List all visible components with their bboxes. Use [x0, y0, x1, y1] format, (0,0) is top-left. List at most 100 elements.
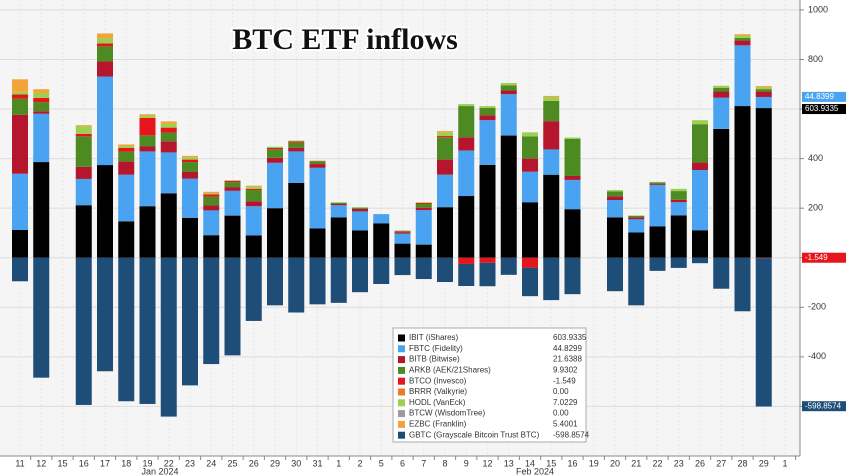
bar-segment [437, 137, 453, 160]
bar-segment [245, 257, 262, 321]
bar-segment [437, 257, 453, 283]
bar-segment [522, 136, 538, 159]
bar-segment [309, 164, 326, 168]
x-tick-label: 6 [400, 458, 405, 468]
x-tick-label: 23 [185, 458, 195, 468]
legend-label: BTCO (Invesco) [409, 376, 467, 385]
legend-label: HODL (VanEck) [409, 398, 466, 407]
bar-segment [415, 210, 432, 245]
legend-label: GBTC (Grayscale Bitcoin Trust BTC) [409, 430, 540, 439]
bar-segment [75, 205, 92, 258]
bar-segment [33, 102, 50, 112]
bar-segment [458, 106, 475, 138]
bar-segment [97, 76, 113, 166]
bar-segment [12, 94, 28, 99]
bar-segment [203, 193, 220, 195]
bar-segment [713, 97, 730, 129]
bar-segment [437, 131, 453, 133]
bar-segment [437, 132, 453, 137]
bar-segment [160, 152, 177, 194]
bar-segment [755, 89, 772, 92]
bar-segment [692, 120, 708, 125]
bar-segment [522, 158, 538, 172]
bar-segment [288, 141, 305, 143]
bar-segment [352, 211, 368, 231]
bar-segment [415, 207, 432, 211]
legend-swatch [398, 388, 405, 396]
bar-segment [500, 83, 517, 86]
bar-segment [373, 223, 390, 258]
bar-segment [415, 202, 432, 204]
x-tick-label: 23 [674, 458, 684, 468]
bar-segment [734, 106, 751, 258]
legend-label: EZBC (Franklin) [409, 420, 467, 429]
bar-segment [394, 243, 411, 258]
bar-segment [479, 262, 496, 287]
bar-segment [12, 79, 28, 92]
bar-segment [33, 92, 50, 98]
bar-segment [713, 257, 730, 289]
bar-segment [500, 90, 517, 95]
bar-segment [628, 215, 645, 218]
bar-segment [139, 146, 156, 152]
bar-segment [352, 208, 368, 212]
bar-segment [75, 125, 92, 127]
bar-segment [330, 205, 347, 218]
x-tick-label: 28 [737, 458, 747, 468]
bar-segment [267, 208, 283, 258]
bar-segment [734, 37, 751, 41]
bar-segment [628, 219, 645, 233]
bar-segment [415, 203, 432, 208]
bar-segment [755, 86, 772, 88]
x-tick-label: 9 [464, 458, 469, 468]
bar-segment [437, 207, 453, 258]
bar-segment [33, 89, 50, 93]
x-tick-label: 1 [336, 458, 341, 468]
bar-segment [118, 174, 135, 222]
bar-segment [649, 226, 666, 258]
bar-segment [203, 196, 220, 206]
bar-segment [670, 202, 687, 216]
bar-segment [288, 257, 305, 313]
bar-segment [203, 235, 220, 258]
bar-segment [245, 186, 262, 189]
legend-value: 7.0229 [553, 398, 578, 407]
x-tick-label: 16 [79, 458, 89, 468]
bar-segment [458, 150, 475, 197]
x-tick-label: 15 [57, 458, 67, 468]
bar-segment [755, 87, 772, 90]
bar-segment [330, 217, 347, 258]
x-tick-label: 12 [482, 458, 492, 468]
chart-title: BTC ETF inflows [232, 23, 458, 56]
x-tick-label: 25 [227, 458, 237, 468]
x-tick-label: 30 [291, 458, 301, 468]
bar-segment [543, 149, 560, 175]
x-tick-label: 19 [589, 458, 599, 468]
bar-segment [458, 137, 475, 151]
x-tick-label: 21 [631, 458, 641, 468]
bar-segment [160, 121, 177, 124]
bar-segment [245, 206, 262, 236]
bar-segment [309, 161, 326, 165]
bar-segment [479, 120, 496, 165]
bar-segment [97, 38, 113, 44]
bar-segment [437, 174, 453, 208]
bar-segment [118, 221, 135, 258]
legend-label: ARKB (AEK/21Shares) [409, 366, 491, 375]
bar-segment [692, 170, 708, 231]
bar-segment [437, 159, 453, 175]
bar-segment [12, 114, 28, 174]
bars [12, 33, 772, 417]
bar-segment [267, 146, 283, 148]
bar-segment [160, 193, 177, 258]
legend-value: 5.4001 [553, 420, 578, 429]
bar-segment [564, 209, 581, 258]
axis-marker [802, 401, 846, 412]
bar-segment [670, 257, 687, 268]
x-tick-label: 12 [36, 458, 46, 468]
x-tick-label: 26 [695, 458, 705, 468]
legend-swatch [398, 334, 405, 342]
axis-marker [802, 104, 846, 115]
legend-label: BRRR (Valkyrie) [409, 387, 467, 396]
bar-segment [182, 217, 198, 258]
